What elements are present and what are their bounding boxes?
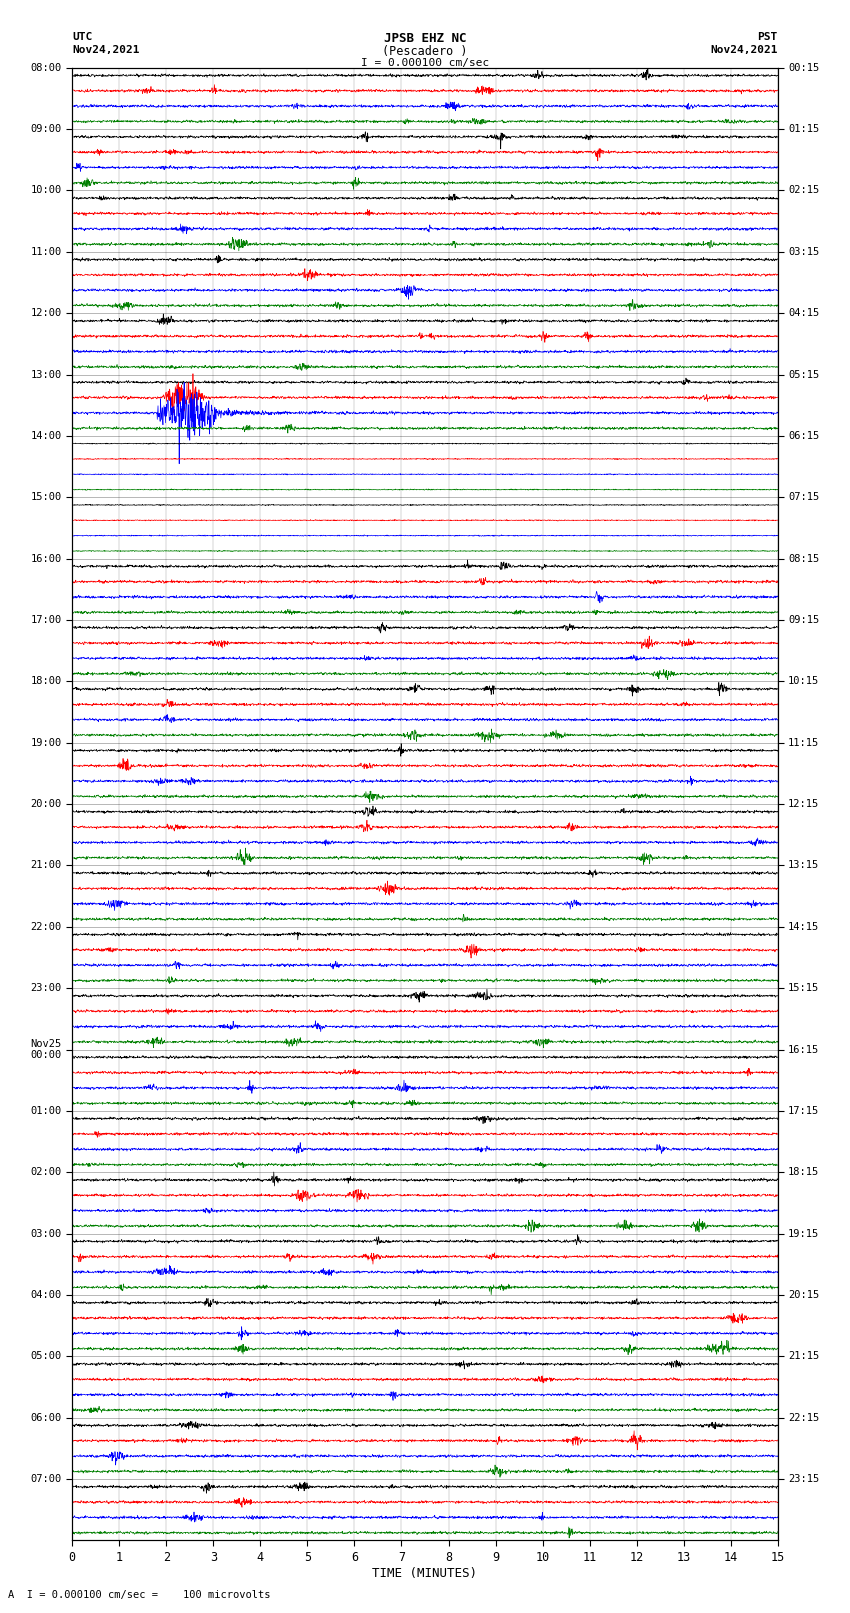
Text: JPSB EHZ NC: JPSB EHZ NC	[383, 32, 467, 45]
Text: Nov24,2021: Nov24,2021	[711, 45, 778, 55]
X-axis label: TIME (MINUTES): TIME (MINUTES)	[372, 1566, 478, 1579]
Text: PST: PST	[757, 32, 778, 42]
Text: (Pescadero ): (Pescadero )	[382, 45, 468, 58]
Text: UTC: UTC	[72, 32, 93, 42]
Text: I = 0.000100 cm/sec: I = 0.000100 cm/sec	[361, 58, 489, 68]
Text: A  I = 0.000100 cm/sec =    100 microvolts: A I = 0.000100 cm/sec = 100 microvolts	[8, 1590, 271, 1600]
Text: Nov24,2021: Nov24,2021	[72, 45, 139, 55]
